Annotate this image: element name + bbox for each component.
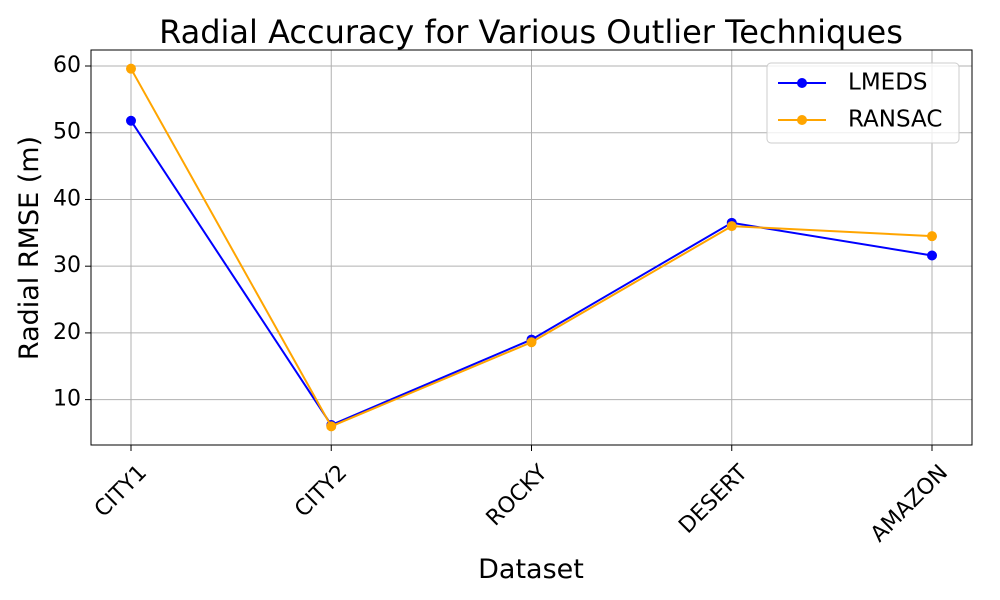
data-point-ransac bbox=[526, 337, 537, 348]
x-tick-label: CITY1 bbox=[90, 460, 152, 522]
x-tick-label: ROCKY bbox=[482, 460, 553, 531]
data-point-ransac bbox=[927, 231, 937, 242]
data-point-ransac bbox=[726, 221, 737, 232]
legend: LMEDS RANSAC bbox=[766, 62, 960, 144]
y-axis-label: Radial RMSE (m) bbox=[14, 136, 45, 360]
x-axis-label: Dataset bbox=[478, 554, 584, 585]
x-tick-label: DESERT bbox=[674, 460, 753, 539]
x-tick-label: CITY2 bbox=[290, 460, 352, 522]
legend-item-lmeds: LMEDS bbox=[778, 70, 928, 96]
legend-marker-ransac bbox=[797, 115, 807, 125]
y-tick-label: 10 bbox=[53, 387, 81, 412]
data-point-ransac bbox=[126, 63, 136, 74]
data-point-lmeds bbox=[126, 115, 136, 126]
legend-item-ransac: RANSAC bbox=[778, 107, 942, 133]
y-tick-label: 40 bbox=[53, 186, 81, 211]
data-point-ransac bbox=[326, 421, 337, 432]
plot-area-frame bbox=[90, 49, 973, 446]
y-tick-label: 30 bbox=[53, 253, 81, 278]
y-tick-label: 60 bbox=[53, 53, 81, 78]
legend-marker-lmeds bbox=[797, 78, 807, 88]
series-layer bbox=[126, 63, 937, 432]
y-tick-label: 20 bbox=[53, 320, 81, 345]
x-tick-label: AMAZON bbox=[866, 460, 953, 547]
legend-label-lmeds: LMEDS bbox=[848, 70, 928, 96]
data-point-lmeds bbox=[927, 250, 937, 261]
series-ransac bbox=[126, 63, 937, 432]
y-tick-label: 50 bbox=[53, 120, 81, 145]
chart-title: Radial Accuracy for Various Outlier Tech… bbox=[159, 13, 903, 51]
legend-label-ransac: RANSAC bbox=[848, 107, 942, 133]
